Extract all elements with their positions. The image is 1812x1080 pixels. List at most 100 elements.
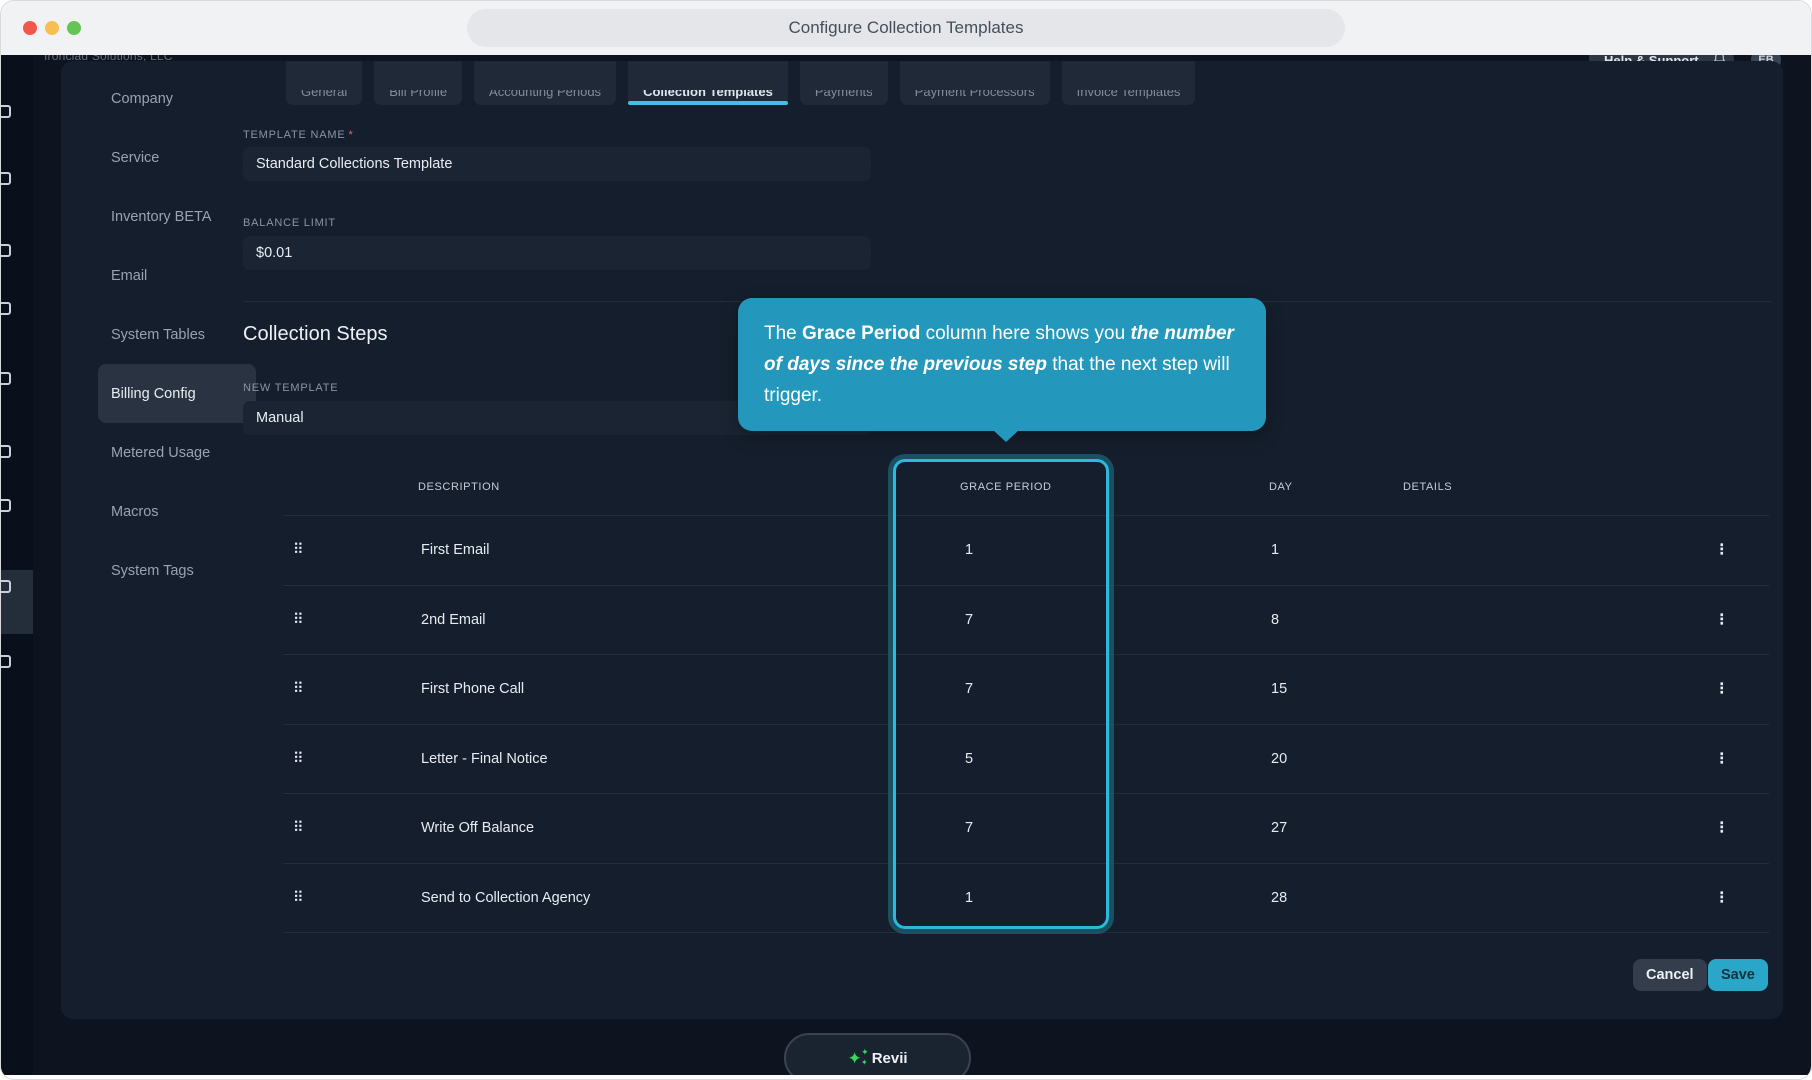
- nav-icon: [1, 302, 11, 315]
- step-day: 1: [1271, 542, 1280, 559]
- col-description: DESCRIPTION: [418, 481, 500, 493]
- sidebar-item-service[interactable]: Service: [98, 128, 256, 187]
- tab-label: Payment Processors: [914, 84, 1035, 99]
- collection-step-row: ⠿ First Phone Call 7 15 ⋮: [283, 655, 1769, 725]
- step-description: Write Off Balance: [421, 820, 535, 837]
- tab-bill-profile[interactable]: Bill Profile: [374, 61, 463, 105]
- step-grace-period: 7: [965, 820, 974, 837]
- tab-payment-processors[interactable]: Payment Processors: [899, 61, 1050, 105]
- required-asterisk: *: [348, 129, 354, 141]
- row-menu-icon[interactable]: ⋮: [1714, 542, 1730, 559]
- tab-payments[interactable]: Payments: [799, 61, 888, 105]
- template-name-label: TEMPLATE NAME *: [243, 129, 354, 141]
- window-title: Configure Collection Templates: [467, 9, 1345, 47]
- balance-limit-input[interactable]: $0.01: [243, 236, 871, 270]
- sidebar-item-label: System Tags: [111, 562, 194, 579]
- row-menu-icon[interactable]: ⋮: [1714, 611, 1730, 628]
- drag-handle-icon[interactable]: ⠿: [293, 820, 304, 837]
- sidebar-item-label: Company: [111, 90, 174, 107]
- settings-card: General Bill Profile Accounting Periods …: [61, 61, 1783, 1019]
- rail-item-service[interactable]: ice: [1, 172, 33, 228]
- tab-label: Invoice Templates: [1076, 84, 1181, 99]
- settings-sidebar: Company Service Inventory BETA Email: [98, 69, 256, 600]
- new-template-label: NEW TEMPLATE: [243, 382, 339, 394]
- sidebar-item-label: Macros: [111, 503, 159, 520]
- tab-general[interactable]: General: [286, 61, 363, 105]
- sidebar-item-system-tables[interactable]: System Tables: [98, 305, 256, 364]
- drag-handle-icon[interactable]: ⠿: [293, 542, 304, 559]
- tooltip-text: The Grace Period column here shows you t…: [764, 323, 1234, 406]
- sidebar-item-label: Inventory BETA: [111, 208, 212, 225]
- nav-icon: [1, 499, 11, 512]
- collection-step-row: ⠿ Write Off Balance 7 27 ⋮: [283, 794, 1769, 864]
- nav-icon: [1, 445, 11, 458]
- row-menu-icon[interactable]: ⋮: [1714, 750, 1730, 767]
- tab-label: General: [301, 84, 348, 99]
- drag-handle-icon[interactable]: ⠿: [293, 889, 304, 906]
- rail-item-commerce-hub[interactable]: erce b: [1, 499, 33, 555]
- sidebar-item-metered-usage[interactable]: Metered Usage: [98, 423, 256, 482]
- settings-tabs: General Bill Profile Accounting Periods …: [286, 61, 1196, 105]
- drag-handle-icon[interactable]: ⠿: [293, 681, 304, 698]
- step-grace-period: 7: [965, 611, 974, 628]
- rail-item-customers[interactable]: mers: [1, 105, 33, 161]
- sidebar-item-email[interactable]: Email: [98, 246, 256, 305]
- assistant-label: Revii: [871, 1049, 908, 1067]
- step-day: 8: [1271, 611, 1280, 628]
- collection-step-row: ⠿ Letter - Final Notice 5 20 ⋮: [283, 725, 1769, 794]
- drag-handle-icon[interactable]: ⠿: [293, 750, 304, 767]
- save-button[interactable]: Save: [1708, 959, 1768, 991]
- step-grace-period: 7: [965, 681, 974, 698]
- close-window-button[interactable]: [23, 21, 37, 35]
- row-menu-icon[interactable]: ⋮: [1714, 889, 1730, 906]
- tab-collection-templates[interactable]: Collection Templates: [628, 61, 788, 105]
- row-menu-icon[interactable]: ⋮: [1714, 820, 1730, 837]
- rail-item-admin[interactable]: min: [1, 570, 33, 636]
- sidebar-item-label: Metered Usage: [111, 444, 211, 461]
- tab-label: Bill Profile: [389, 84, 448, 99]
- step-description: First Phone Call: [421, 681, 525, 698]
- cancel-button[interactable]: Cancel: [1633, 959, 1707, 991]
- minimize-window-button[interactable]: [45, 21, 59, 35]
- col-day: DAY: [1269, 481, 1293, 493]
- tab-accounting-periods[interactable]: Accounting Periods: [474, 61, 617, 105]
- balance-limit-label: BALANCE LIMIT: [243, 217, 336, 229]
- sidebar-item-system-tags[interactable]: System Tags: [98, 541, 256, 600]
- row-menu-icon[interactable]: ⋮: [1714, 681, 1730, 698]
- sidebar-item-macros[interactable]: Macros: [98, 482, 256, 541]
- collection-step-row: ⠿ First Email 1 1 ⋮: [283, 516, 1769, 586]
- tab-label: Accounting Periods: [489, 84, 602, 99]
- step-description: Send to Collection Agency: [421, 889, 591, 906]
- collection-step-row: ⠿ Send to Collection Agency 1 28 ⋮: [283, 864, 1769, 933]
- drag-handle-icon[interactable]: ⠿: [293, 611, 304, 628]
- step-description: 2nd Email: [421, 611, 486, 628]
- sidebar-item-label: Email: [111, 267, 148, 284]
- rail-item-billing[interactable]: ng: [1, 445, 33, 501]
- sidebar-item-inventory[interactable]: Inventory BETA: [98, 187, 256, 246]
- sidebar-item-billing-config[interactable]: Billing Config: [98, 364, 256, 423]
- sidebar-item-label: Service: [111, 149, 160, 166]
- rail-item-inventory[interactable]: tory: [1, 244, 33, 300]
- rail-item-projects[interactable]: ects: [1, 372, 33, 428]
- nav-icon: [1, 372, 11, 385]
- rail-item-community[interactable]: unity: [1, 655, 33, 711]
- nav-icon: [1, 244, 11, 257]
- traffic-lights: [23, 21, 81, 35]
- template-name-input[interactable]: Standard Collections Template: [243, 147, 871, 181]
- org-name: Ironclad Solutions, LLC: [44, 55, 173, 63]
- zoom-window-button[interactable]: [67, 21, 81, 35]
- tab-invoice-templates[interactable]: Invoice Templates: [1061, 61, 1196, 105]
- sparkle-icon: ✦: [847, 1044, 869, 1071]
- rail-item-scheduling[interactable]: uling: [1, 302, 33, 358]
- step-grace-period: 1: [965, 889, 974, 906]
- nav-icon: [1, 655, 11, 668]
- steps-table: ⠿ First Email 1 1 ⋮ ⠿ 2nd Email 7 8 ⋮: [283, 515, 1769, 933]
- sidebar-item-company[interactable]: Company: [98, 69, 256, 128]
- sidebar-item-label: System Tables: [111, 326, 206, 343]
- app-root: Ironclad Solutions, LLC Help & Support E…: [1, 55, 1811, 1075]
- step-day: 15: [1271, 681, 1288, 698]
- steps-table-header: DESCRIPTION GRACE PERIOD DAY DETAILS: [283, 481, 1769, 501]
- step-grace-period: 5: [965, 750, 974, 767]
- assistant-button[interactable]: ✦ Revii: [784, 1033, 971, 1075]
- step-description: Letter - Final Notice: [421, 750, 548, 767]
